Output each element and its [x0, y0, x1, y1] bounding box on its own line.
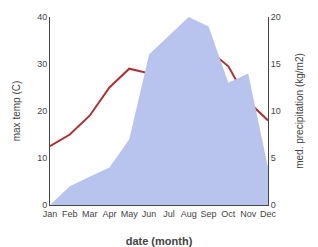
svg-text:Sep: Sep [201, 209, 217, 219]
svg-text:Dec: Dec [260, 209, 277, 219]
svg-text:5: 5 [271, 153, 276, 163]
svg-text:Oct: Oct [221, 209, 236, 219]
svg-text:20: 20 [271, 12, 281, 22]
svg-text:20: 20 [37, 106, 47, 116]
svg-text:May: May [121, 209, 139, 219]
svg-text:10: 10 [37, 153, 47, 163]
svg-text:Jun: Jun [142, 209, 157, 219]
svg-text:Apr: Apr [102, 209, 116, 219]
svg-text:max temp (C): max temp (C) [11, 81, 22, 142]
svg-text:0: 0 [271, 200, 276, 210]
svg-text:Jul: Jul [163, 209, 175, 219]
svg-text:med. precipitation (kg/m2): med. precipitation (kg/m2) [294, 53, 305, 169]
svg-text:date (month): date (month) [126, 235, 193, 247]
svg-text:0: 0 [42, 200, 47, 210]
svg-text:Mar: Mar [82, 209, 98, 219]
svg-text:Feb: Feb [62, 209, 78, 219]
svg-text:Jan: Jan [43, 209, 58, 219]
svg-text:15: 15 [271, 59, 281, 69]
svg-text:10: 10 [271, 106, 281, 116]
svg-text:Aug: Aug [181, 209, 197, 219]
svg-text:Nov: Nov [240, 209, 257, 219]
svg-text:40: 40 [37, 12, 47, 22]
svg-text:30: 30 [37, 59, 47, 69]
